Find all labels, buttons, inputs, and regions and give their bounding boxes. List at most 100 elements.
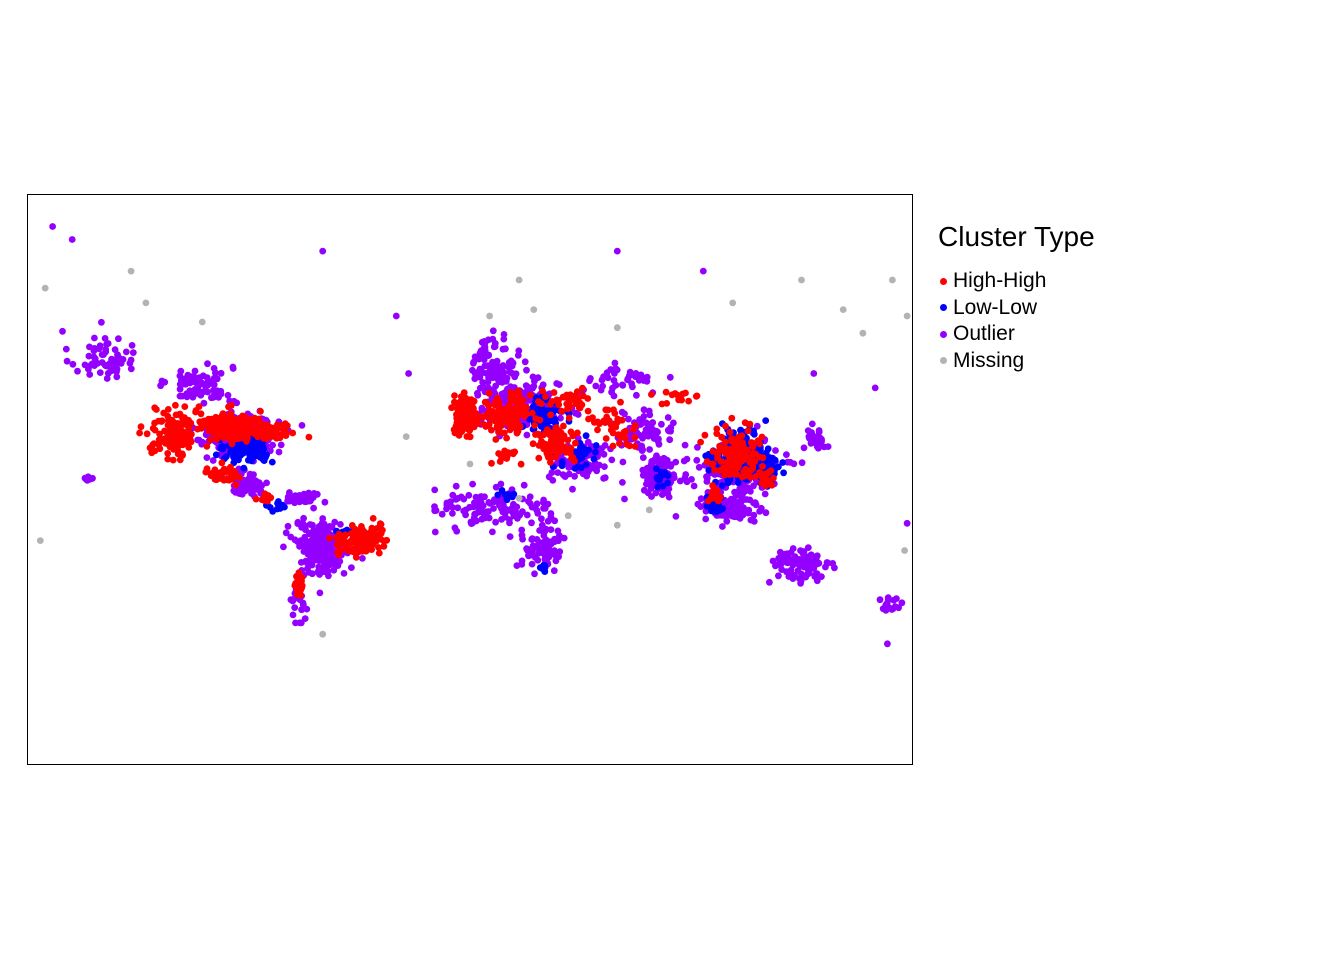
point-outlier (449, 491, 457, 499)
point-high-high (617, 433, 624, 441)
point-outlier (296, 498, 303, 506)
point-outlier (490, 505, 497, 512)
point-outlier (291, 604, 299, 611)
point-outlier (626, 372, 633, 379)
point-high-high (283, 422, 291, 430)
point-outlier (324, 560, 332, 567)
point-low-low (248, 450, 256, 458)
point-outlier (518, 560, 526, 568)
point-outlier (553, 551, 561, 558)
point-outlier (611, 359, 619, 367)
point-low-low (583, 446, 590, 454)
point-low-low (248, 457, 256, 465)
point-high-high (372, 537, 380, 545)
point-outlier (667, 427, 674, 435)
legend-dot-low-low (940, 304, 947, 312)
point-low-low (734, 479, 742, 487)
point-missing (798, 276, 805, 284)
point-outlier (432, 507, 440, 514)
point-layer (36, 223, 911, 648)
point-outlier (114, 359, 122, 367)
point-high-high (252, 495, 260, 503)
point-outlier (470, 359, 477, 367)
point-high-high (228, 475, 236, 483)
point-low-low (775, 463, 782, 471)
point-outlier (197, 391, 205, 399)
point-outlier (520, 481, 528, 489)
point-outlier (823, 559, 831, 566)
point-high-high (216, 475, 224, 482)
point-outlier (800, 444, 808, 452)
point-outlier (314, 545, 322, 553)
point-high-high (594, 426, 601, 434)
point-high-high (368, 546, 375, 553)
point-high-high (648, 391, 655, 398)
point-outlier (91, 334, 98, 342)
point-high-high (515, 422, 523, 430)
point-outlier (98, 318, 105, 326)
point-outlier (101, 335, 109, 342)
point-outlier (469, 519, 476, 527)
point-outlier (475, 355, 483, 363)
point-outlier (86, 371, 94, 378)
point-high-high (736, 451, 744, 459)
point-outlier (68, 236, 76, 243)
point-outlier (287, 596, 295, 604)
point-outlier (545, 473, 553, 481)
point-outlier (489, 528, 496, 536)
point-high-high (260, 423, 268, 431)
point-high-high (547, 454, 555, 462)
point-high-high (749, 443, 757, 451)
point-missing (515, 276, 523, 284)
point-outlier (329, 555, 336, 563)
point-outlier (452, 482, 460, 490)
point-outlier (497, 480, 505, 488)
point-outlier (740, 496, 748, 503)
point-outlier (301, 522, 309, 530)
point-high-high (553, 396, 561, 404)
point-outlier (314, 568, 322, 576)
point-outlier (646, 411, 654, 419)
point-high-high (181, 403, 189, 410)
point-high-high (526, 391, 534, 399)
point-high-high (250, 428, 257, 436)
point-outlier (193, 379, 200, 387)
point-high-high (538, 400, 545, 408)
point-outlier (601, 474, 609, 482)
point-outlier (884, 640, 891, 648)
point-high-high (187, 419, 195, 427)
point-outlier (593, 467, 601, 475)
point-outlier (330, 566, 338, 574)
point-outlier (820, 443, 828, 451)
point-outlier (229, 365, 237, 372)
point-outlier (750, 499, 757, 507)
point-outlier (300, 514, 307, 522)
point-high-high (697, 438, 704, 446)
point-outlier (315, 557, 323, 564)
point-high-high (540, 440, 548, 448)
point-missing (645, 506, 653, 514)
point-high-high (492, 436, 500, 443)
point-outlier (529, 542, 537, 550)
point-high-high (721, 471, 728, 479)
point-outlier (775, 572, 782, 580)
point-outlier (485, 499, 493, 506)
point-high-high (631, 434, 639, 441)
point-high-high (151, 404, 159, 412)
point-high-high (741, 419, 749, 427)
point-outlier (523, 431, 531, 439)
point-high-high (460, 389, 468, 397)
point-outlier (307, 557, 315, 565)
point-high-high (539, 387, 546, 395)
point-outlier (337, 521, 344, 528)
point-outlier (884, 596, 892, 604)
point-outlier (761, 490, 769, 498)
point-low-low (268, 458, 276, 466)
point-high-high (520, 396, 527, 404)
point-outlier (732, 506, 739, 513)
point-outlier (473, 500, 480, 508)
point-outlier (672, 513, 680, 520)
point-outlier (331, 518, 339, 526)
point-high-high (731, 441, 739, 449)
point-outlier (538, 515, 545, 523)
